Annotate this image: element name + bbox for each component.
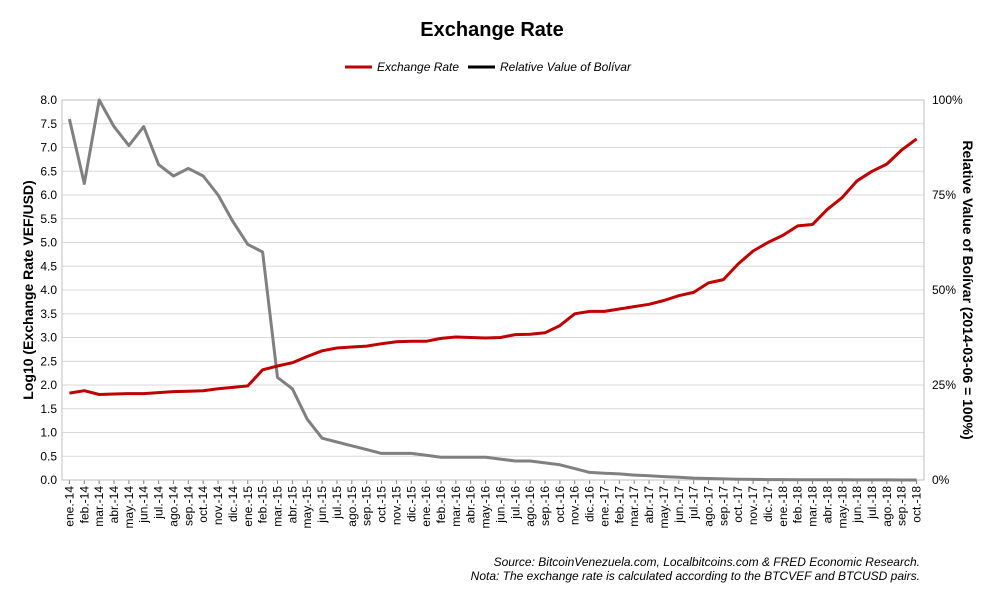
x-tick-label: jun.-18 <box>850 486 864 524</box>
x-tick-label: ago.-15 <box>345 486 359 527</box>
x-tick-label: may.-18 <box>835 486 849 529</box>
x-tick-label: jun.-17 <box>672 486 686 524</box>
y-tick-label: 0.0 <box>40 473 57 487</box>
y2-tick-label: 25% <box>932 378 956 392</box>
x-tick-label: may.-17 <box>657 486 671 529</box>
x-tick-label: ene.-17 <box>597 486 611 527</box>
x-tick-label: dic.-17 <box>761 486 775 522</box>
x-tick-label: may.-16 <box>479 486 493 529</box>
x-tick-label: nov.-17 <box>746 486 760 525</box>
x-tick-label: may.-15 <box>300 486 314 529</box>
x-tick-label: abr.-15 <box>285 486 299 524</box>
x-tick-label: ago.-14 <box>166 486 180 527</box>
x-tick-label: abr.-16 <box>464 486 478 524</box>
y-tick-label: 4.0 <box>40 283 57 297</box>
x-tick-label: jul.-15 <box>330 486 344 520</box>
y-tick-label: 5.0 <box>40 236 57 250</box>
series-line-exchange-rate <box>69 137 918 396</box>
y-tick-label: 2.0 <box>40 378 57 392</box>
method-note: Nota: The exchange rate is calculated ac… <box>471 569 920 583</box>
y-tick-label: 1.5 <box>40 402 57 416</box>
x-tick-label: feb.-15 <box>256 486 270 524</box>
x-tick-label: ene.-16 <box>419 486 433 527</box>
x-tick-label: jun.-14 <box>137 486 151 524</box>
left-axis-ticks: 0.0 0.5 1.0 1.5 2.0 2.5 3.0 3.5 4.0 4.5 5.0 5.5 6.0 6… <box>40 93 57 487</box>
y-tick-label: 3.5 <box>40 307 57 321</box>
x-tick-label: ene.-15 <box>241 486 255 527</box>
y-tick-label: 1.0 <box>40 426 57 440</box>
y2-tick-label: 0% <box>932 473 950 487</box>
x-tick-label: sep.-16 <box>538 486 552 526</box>
x-tick-label: oct.-15 <box>375 486 389 523</box>
y2-axis-label: Relative Value of Bolívar (2014-03-06 = … <box>960 140 976 439</box>
legend: Exchange Rate Relative Value of Bolívar <box>345 60 632 74</box>
x-tick-label: may.-14 <box>122 486 136 529</box>
x-tick-label: jul.-16 <box>508 486 522 520</box>
x-tick-label: ene.-18 <box>776 486 790 527</box>
y-tick-label: 7.0 <box>40 141 57 155</box>
y-tick-label: 5.5 <box>40 212 57 226</box>
x-tick-label: sep.-17 <box>716 486 730 526</box>
y-tick-label: 8.0 <box>40 93 57 107</box>
x-axis-ticks: ene.-14 feb.-14 mar.-14 abr.-14 may.-14 jun.-… <box>62 480 924 529</box>
y2-tick-label: 100% <box>932 93 963 107</box>
x-tick-label: oct.-14 <box>196 486 210 523</box>
x-tick-label: ene.-14 <box>62 486 76 527</box>
y-tick-label: 0.5 <box>40 449 57 463</box>
grid-lines <box>62 99 924 481</box>
x-tick-label: oct.-18 <box>910 486 924 523</box>
y-tick-label: 6.5 <box>40 164 57 178</box>
y2-tick-label: 50% <box>932 283 956 297</box>
y-tick-label: 2.5 <box>40 354 57 368</box>
x-tick-label: ago.-17 <box>702 486 716 527</box>
x-tick-label: jul.-14 <box>152 486 166 520</box>
x-tick-label: nov.-15 <box>389 486 403 525</box>
x-tick-label: abr.-14 <box>107 486 121 524</box>
y-tick-label: 6.0 <box>40 188 57 202</box>
x-tick-label: dic.-14 <box>226 486 240 522</box>
y-tick-label: 7.5 <box>40 117 57 131</box>
chart-title: Exchange Rate <box>420 19 563 41</box>
x-tick-label: jun.-15 <box>315 486 329 524</box>
x-tick-label: jul.-18 <box>865 486 879 520</box>
y-tick-label: 4.5 <box>40 259 57 273</box>
x-tick-label: feb.-14 <box>77 486 91 524</box>
x-tick-label: dic.-16 <box>583 486 597 522</box>
y-axis-label: Log10 (Exchange Rate VEF/USD) <box>20 180 36 399</box>
x-tick-label: nov.-16 <box>568 486 582 525</box>
x-tick-label: jul.-17 <box>687 486 701 520</box>
x-tick-label: mar.-16 <box>449 486 463 527</box>
x-tick-label: dic.-15 <box>404 486 418 522</box>
x-tick-label: ago.-18 <box>880 486 894 527</box>
source-note: Source: BitcoinVenezuela.com, Localbitco… <box>494 555 920 569</box>
x-tick-label: oct.-17 <box>731 486 745 523</box>
x-tick-label: abr.-17 <box>642 486 656 524</box>
x-tick-label: jun.-16 <box>493 486 507 524</box>
x-tick-label: sep.-18 <box>895 486 909 526</box>
x-tick-label: mar.-18 <box>806 486 820 527</box>
x-tick-label: sep.-15 <box>360 486 374 526</box>
x-tick-label: feb.-16 <box>434 486 448 524</box>
x-tick-label: mar.-14 <box>92 486 106 527</box>
x-tick-label: feb.-17 <box>612 486 626 524</box>
x-tick-label: mar.-17 <box>627 486 641 527</box>
y2-tick-label: 75% <box>932 188 956 202</box>
plot-area-border <box>61 99 925 481</box>
series-line-relative-value <box>67 98 917 482</box>
legend-label-exchange-rate: Exchange Rate <box>377 60 459 74</box>
x-tick-label: feb.-18 <box>791 486 805 524</box>
legend-label-relative-value: Relative Value of Bolívar <box>500 60 632 74</box>
y-tick-label: 3.0 <box>40 331 57 345</box>
right-axis-ticks: 0% 25% 50% 75% 100% <box>932 93 963 487</box>
x-tick-label: oct.-16 <box>553 486 567 523</box>
x-tick-label: ago.-16 <box>523 486 537 527</box>
x-tick-label: sep.-14 <box>181 486 195 526</box>
x-tick-label: abr.-18 <box>820 486 834 524</box>
x-tick-label: nov.-14 <box>211 486 225 525</box>
x-tick-label: mar.-15 <box>271 486 285 527</box>
